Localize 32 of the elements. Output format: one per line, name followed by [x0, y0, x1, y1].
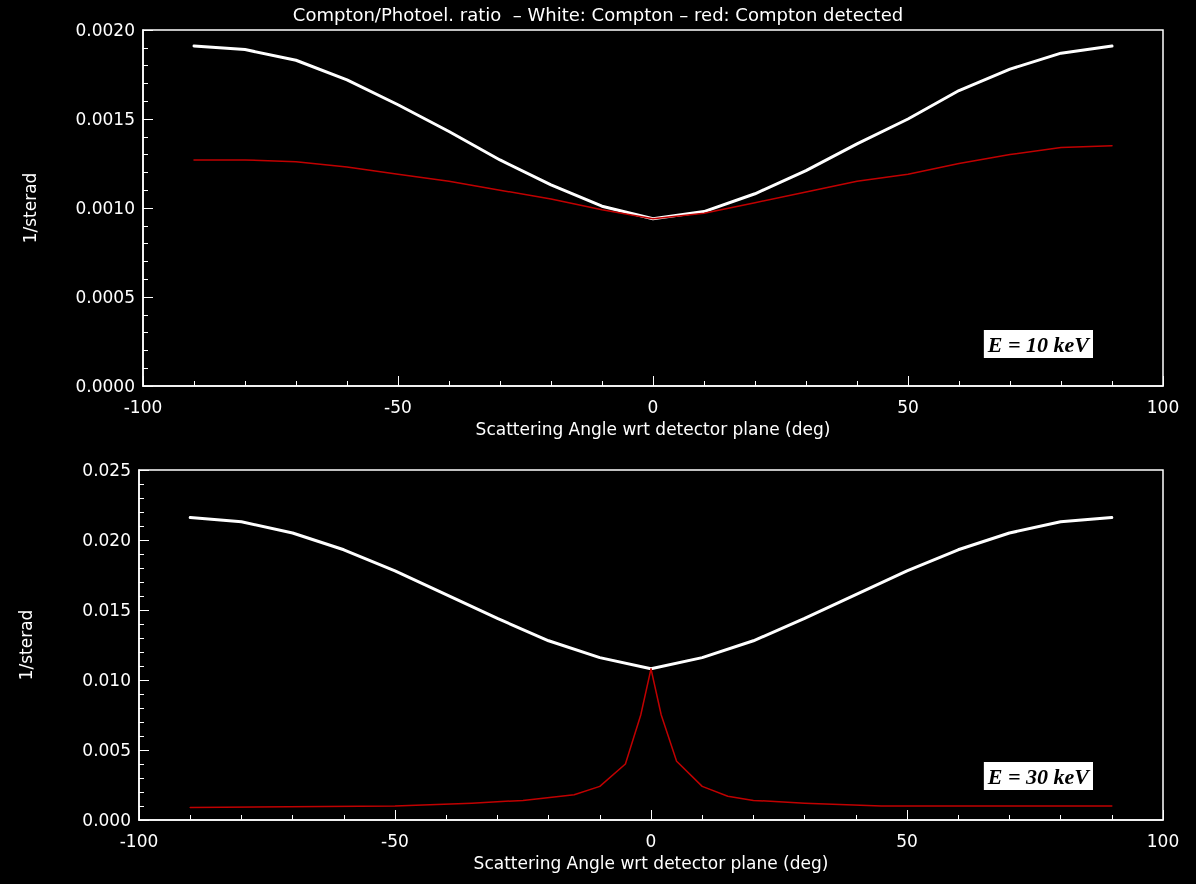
y-tick-label: 0.0015 [75, 109, 135, 129]
line-series [189, 668, 1113, 809]
y-tick-label: 0.015 [82, 600, 131, 620]
line-series [192, 44, 1114, 221]
x-tick-label: 100 [1146, 830, 1180, 851]
y-tick-label: 0.020 [82, 530, 131, 550]
x-tick-label: -100 [119, 830, 159, 851]
y-tick-label: 0.010 [82, 670, 131, 690]
line-series [188, 516, 1114, 671]
x-tick-label: 50 [897, 396, 919, 417]
y-tick-label: 0.0020 [75, 20, 135, 40]
y-axis-title: 1/sterad [15, 609, 36, 681]
y-tick-label: 0.005 [82, 740, 131, 760]
y-tick-label: 0.0000 [75, 376, 135, 396]
y-tick-label: 0.000 [82, 810, 131, 830]
line-series [193, 144, 1113, 220]
annotation: E = 30 keV [986, 763, 1092, 789]
annotation: E = 10 keV [986, 331, 1092, 357]
x-tick-label: 50 [896, 830, 918, 851]
x-tick-label: 0 [645, 830, 657, 851]
y-tick-label: 0.0005 [75, 287, 135, 307]
x-tick-label: -50 [384, 396, 412, 417]
chart-title: Compton/Photoel. ratio – White: Compton – red: Compton detected [292, 3, 904, 25]
y-tick-label: 0.025 [82, 460, 131, 480]
x-axis-title: Scattering Angle wrt detector plane (deg) [473, 852, 829, 873]
y-axis-title: 1/sterad [19, 172, 40, 244]
y-tick-label: 0.0010 [75, 198, 135, 218]
x-tick-label: 0 [647, 396, 659, 417]
x-tick-label: 100 [1146, 396, 1180, 417]
x-tick-label: -50 [381, 830, 409, 851]
x-tick-label: -100 [123, 396, 163, 417]
x-axis-title: Scattering Angle wrt detector plane (deg) [475, 418, 831, 439]
